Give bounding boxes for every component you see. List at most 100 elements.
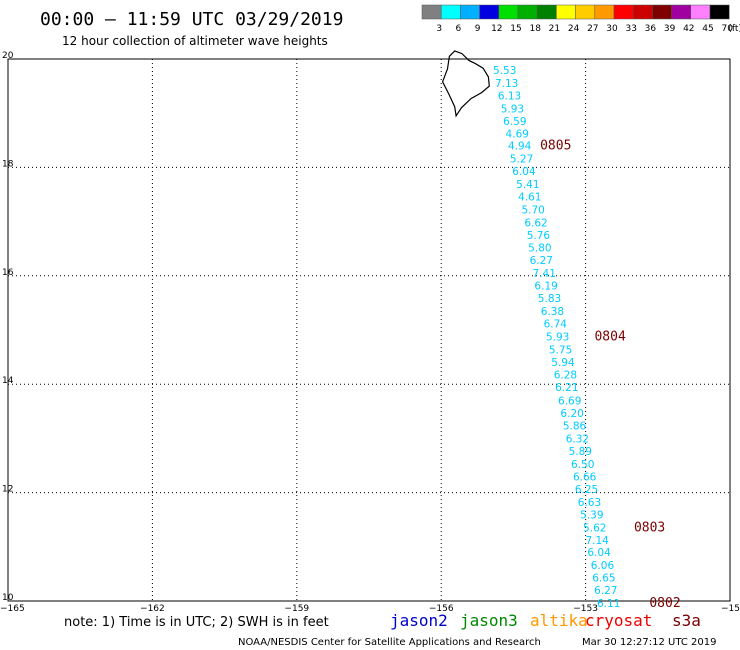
swh-point-label: 6.69 (558, 395, 581, 407)
color-scale-swatch (709, 4, 730, 20)
color-scale-swatch (479, 4, 500, 20)
swh-point-label: 6.04 (512, 166, 536, 178)
satellite-jason2: jason2 (390, 611, 448, 630)
swh-point-label: 6.66 (573, 471, 597, 483)
grid-lines (8, 59, 730, 601)
satellite-s3a: s3a (672, 611, 701, 630)
x-tick-label: −153 (573, 604, 598, 614)
swh-point-label: 5.27 (510, 154, 533, 166)
pass-time-label: 0804 (594, 330, 625, 345)
swh-point-label: 5.80 (528, 243, 551, 255)
color-scale-swatch (594, 4, 615, 20)
swh-point-label: 5.83 (538, 293, 561, 305)
swh-point-label: 6.13 (498, 90, 521, 102)
swh-point-label: 6.62 (524, 218, 547, 230)
color-scale-swatch (536, 4, 557, 20)
satellite-cryosat: cryosat (585, 611, 652, 630)
color-scale-label: 3 (436, 24, 442, 34)
x-tick-label: −162 (140, 604, 165, 614)
swh-point-label: 6.11 (597, 598, 620, 610)
x-tick-label: −159 (284, 604, 309, 614)
y-tick-label: 10 (2, 593, 14, 603)
swh-point-label: 7.14 (585, 535, 609, 547)
x-tick-label: −165 (0, 604, 25, 614)
x-tick-label: −15 (721, 604, 740, 614)
y-tick-label: 16 (2, 268, 14, 278)
color-scale-label: 30 (606, 24, 618, 34)
swh-point-label: 5.89 (569, 446, 592, 458)
color-scale-label: 21 (549, 24, 560, 34)
color-scale-label: 39 (664, 24, 676, 34)
x-tick-label: −156 (429, 604, 454, 614)
y-tick-label: 20 (2, 51, 14, 61)
swh-point-label: 4.61 (518, 192, 541, 204)
pass-time-label: 0803 (634, 520, 665, 535)
satellite-altika: altika (530, 611, 588, 630)
swh-point-label: 5.93 (501, 103, 524, 115)
swh-point-label: 6.21 (555, 382, 578, 394)
color-scale-label: 18 (529, 24, 541, 34)
swh-point-label: 5.94 (551, 357, 575, 369)
swh-point-label: 7.41 (533, 268, 556, 280)
swh-point-label: 7.13 (495, 78, 518, 90)
swh-point-label: 5.53 (493, 65, 516, 77)
swh-point-label: 4.69 (506, 128, 529, 140)
color-scale-swatch (498, 4, 519, 20)
swh-points: 5.537.136.135.936.594.694.945.276.045.41… (493, 65, 620, 610)
color-scale-swatch (556, 4, 576, 20)
color-scale-label: 33 (625, 24, 636, 34)
satellite-jason3: jason3 (460, 611, 518, 630)
axis-ticks: −165 −162 −159 −156 −153 −15 10 12 14 16 18 20 (0, 51, 740, 614)
swh-point-label: 5.41 (516, 179, 539, 191)
swh-point-label: 6.28 (554, 369, 577, 381)
swh-point-label: 6.04 (587, 547, 611, 559)
color-scale-label: 15 (510, 24, 521, 34)
swh-point-label: 6.25 (575, 484, 598, 496)
plot-area: 5.537.136.135.936.594.694.945.276.045.41… (0, 50, 740, 614)
swh-point-label: 5.39 (580, 509, 603, 521)
color-scale-swatch (632, 4, 653, 20)
coastline-hawaii (441, 50, 490, 118)
swh-point-label: 5.93 (546, 332, 569, 344)
swh-point-label: 6.50 (571, 459, 594, 471)
swh-point-label: 4.94 (508, 141, 532, 153)
pass-time-label: 0805 (540, 139, 571, 154)
color-scale-swatch (460, 4, 480, 20)
color-scale-label: 27 (587, 24, 598, 34)
swh-point-label: 6.65 (592, 573, 615, 585)
pass-time-label: 0802 (649, 596, 680, 611)
swh-point-label: 6.32 (566, 433, 589, 445)
swh-point-label: 5.70 (521, 205, 544, 217)
color-scale-swatch (440, 4, 461, 20)
color-scale-swatch (575, 4, 596, 20)
swh-point-label: 6.38 (541, 306, 564, 318)
swh-point-label: 5.75 (549, 345, 572, 357)
color-scale-label: 45 (702, 24, 713, 34)
y-tick-label: 12 (2, 485, 13, 495)
swh-point-label: 5.76 (527, 230, 551, 242)
color-scale-label: 42 (683, 24, 694, 34)
swh-point-label: 6.27 (594, 585, 617, 597)
chart-subtitle: 12 hour collection of altimeter wave hei… (62, 34, 328, 48)
color-scale-swatch (671, 4, 692, 20)
island-outline (441, 50, 490, 118)
color-scale-swatch (690, 4, 711, 20)
color-scale-label: 24 (568, 24, 580, 34)
color-scale-label: 12 (491, 24, 502, 34)
pass-annotations: 0805 0804 0803 0802 (540, 139, 681, 611)
color-scale-swatch (517, 4, 538, 20)
color-scale-swatch (652, 4, 672, 20)
footer-note: note: 1) Time is in UTC; 2) SWH is in fe… (64, 615, 329, 630)
color-scale-unit: (ft) (728, 24, 740, 34)
color-scale-label: 6 (456, 24, 462, 34)
swh-point-label: 6.27 (530, 255, 553, 267)
color-scale-swatch (421, 4, 442, 20)
y-tick-label: 18 (2, 159, 14, 169)
color-scale-label: 9 (475, 24, 481, 34)
y-tick-label: 14 (2, 376, 14, 386)
swh-point-label: 6.74 (544, 318, 568, 330)
swh-point-label: 5.86 (563, 420, 587, 432)
